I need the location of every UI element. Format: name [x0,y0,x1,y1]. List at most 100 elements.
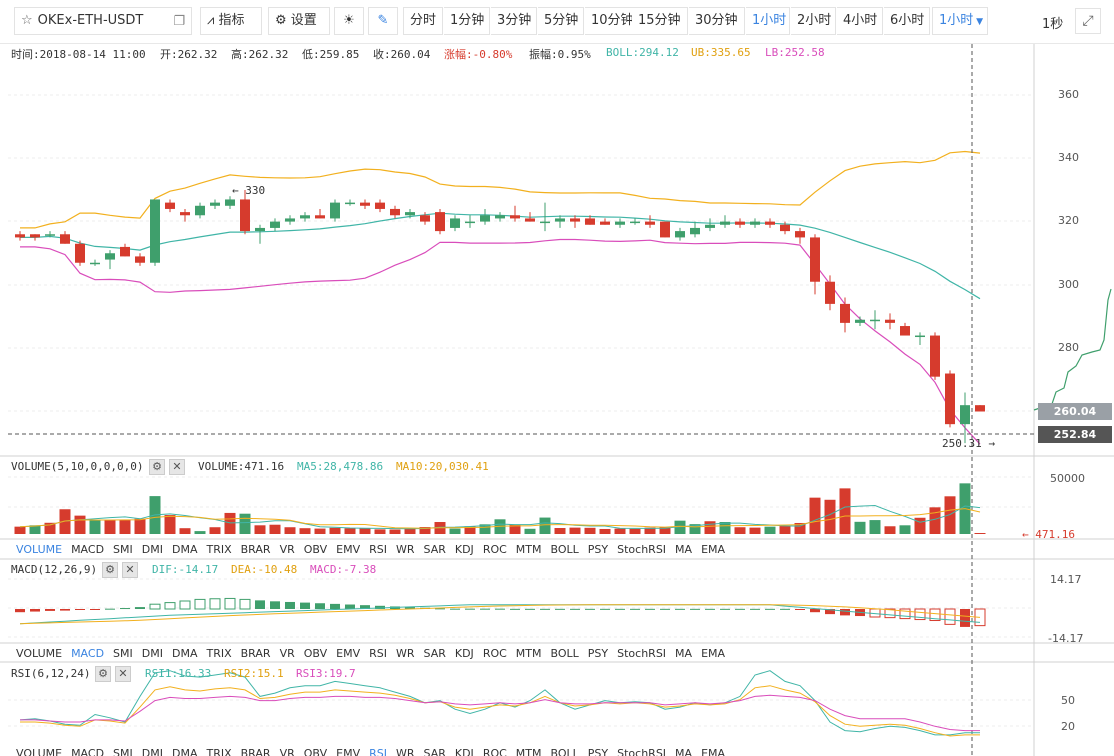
indicator-tab-kdj[interactable]: KDJ [454,747,474,756]
indicator-tab-psy[interactable]: PSY [587,543,609,556]
indicator-tab-psy[interactable]: PSY [587,747,609,756]
indicator-tab-sar[interactable]: SAR [423,647,446,660]
indicator-tab-boll[interactable]: BOLL [550,543,579,556]
timeframe-button-6[interactable]: 30分钟 [689,7,745,35]
timeframe-button-4[interactable]: 10分钟 [585,7,641,35]
indicator-tab-brar[interactable]: BRAR [240,747,271,756]
volume-bar [314,528,326,534]
indicator-tab-ma[interactable]: MA [675,543,693,556]
indicator-tab-boll[interactable]: BOLL [550,647,579,660]
indicator-tab-dma[interactable]: DMA [171,647,198,660]
draw-tool-button[interactable]: ✎ [368,7,398,35]
indicator-tab-psy[interactable]: PSY [587,647,609,660]
macd-bar [15,609,25,613]
indicator-tab-vr[interactable]: VR [279,647,295,660]
indicator-tab-vr[interactable]: VR [279,747,295,756]
candle-body [915,335,925,338]
indicator-tab-wr[interactable]: WR [395,543,415,556]
indicator-tab-smi[interactable]: SMI [113,747,133,756]
volume-close-icon[interactable]: ✕ [169,459,185,475]
indicator-tab-smi[interactable]: SMI [113,543,133,556]
timeframe-button-5[interactable]: 15分钟 [632,7,688,35]
rsi-settings-gear-icon[interactable]: ⚙ [95,666,111,682]
indicator-tab-ema[interactable]: EMA [701,747,726,756]
indicator-tab-stochrsi[interactable]: StochRSI [617,747,667,756]
indicator-tab-volume[interactable]: VOLUME [16,747,63,756]
timeframe-button-8[interactable]: 2小时 [791,7,836,35]
timeframe-button-0[interactable]: 分时 [403,7,443,35]
indicator-tab-trix[interactable]: TRIX [206,747,232,756]
indicator-tab-obv[interactable]: OBV [303,647,328,660]
timeframe-button-3[interactable]: 5分钟 [538,7,584,35]
indicator-tab-rsi[interactable]: RSI [369,747,387,756]
indicator-tab-macd[interactable]: MACD [71,543,105,556]
indicator-tab-kdj[interactable]: KDJ [454,543,474,556]
macd-close-icon[interactable]: ✕ [122,562,138,578]
indicator-tab-boll[interactable]: BOLL [550,747,579,756]
indicator-tab-volume[interactable]: VOLUME [16,543,63,556]
indicator-tab-dmi[interactable]: DMI [141,747,163,756]
indicator-tab-mtm[interactable]: MTM [515,647,542,660]
indicator-tab-vr[interactable]: VR [279,543,295,556]
timeframe-button-1[interactable]: 1分钟 [444,7,490,35]
indicator-tab-macd[interactable]: MACD [71,747,105,756]
indicator-tab-smi[interactable]: SMI [113,647,133,660]
symbol-selector[interactable]: ☆ OKEx-ETH-USDT ❐ [14,7,192,35]
indicator-tab-trix[interactable]: TRIX [206,647,232,660]
indicator-tab-wr[interactable]: WR [395,747,415,756]
indicator-tab-ma[interactable]: MA [675,647,693,660]
indicator-tab-mtm[interactable]: MTM [515,747,542,756]
indicator-tab-emv[interactable]: EMV [336,543,361,556]
indicator-tab-dma[interactable]: DMA [171,543,198,556]
fullscreen-icon[interactable]: ⤢ [1075,8,1101,34]
timeframe-button-7[interactable]: 1小时 [746,7,790,35]
volume-settings-gear-icon[interactable]: ⚙ [149,459,165,475]
candle-body [570,218,580,222]
indicator-tab-roc[interactable]: ROC [482,543,507,556]
indicator-tab-ema[interactable]: EMA [701,543,726,556]
indicator-tab-roc[interactable]: ROC [482,647,507,660]
macd-bar [780,608,790,610]
indicator-tab-emv[interactable]: EMV [336,747,361,756]
macd-settings-gear-icon[interactable]: ⚙ [102,562,118,578]
theme-toggle-button[interactable]: ☀ [334,7,364,35]
indicator-tab-kdj[interactable]: KDJ [454,647,474,660]
macd-bar [239,598,251,610]
indicator-tab-sar[interactable]: SAR [423,747,446,756]
indicator-tab-volume[interactable]: VOLUME [16,647,63,660]
settings-button[interactable]: ⚙ 设置 [268,7,330,35]
indicator-tab-macd[interactable]: MACD [71,647,105,660]
indicator-tab-roc[interactable]: ROC [482,747,507,756]
indicator-tab-stochrsi[interactable]: StochRSI [617,647,667,660]
timeframe-button-2[interactable]: 3分钟 [491,7,537,35]
indicator-tab-dmi[interactable]: DMI [141,647,163,660]
indicator-tab-emv[interactable]: EMV [336,647,361,660]
volume-bar [779,526,791,534]
candle-body [540,221,550,224]
timeframe-button-9[interactable]: 4小时 [837,7,883,35]
star-icon[interactable]: ☆ [21,13,33,28]
indicator-tab-rsi[interactable]: RSI [369,647,387,660]
indicator-tab-sar[interactable]: SAR [423,543,446,556]
indicator-tab-dmi[interactable]: DMI [141,543,163,556]
indicator-tab-ma[interactable]: MA [675,747,693,756]
indicator-tab-stochrsi[interactable]: StochRSI [617,543,667,556]
indicator-tab-obv[interactable]: OBV [303,543,328,556]
indicator-tab-brar[interactable]: BRAR [240,647,271,660]
timeframe-button-10[interactable]: 6小时 [884,7,930,35]
indicator-tab-brar[interactable]: BRAR [240,543,271,556]
indicator-tab-wr[interactable]: WR [395,647,415,660]
window-icon[interactable]: ❐ [173,14,185,29]
indicator-tab-rsi[interactable]: RSI [369,543,387,556]
indicators-button[interactable]: ⩘ 指标 [200,7,262,35]
indicator-tab-obv[interactable]: OBV [303,747,328,756]
volume-ma5: MA5:28,478.86 [297,460,384,473]
indicator-tab-ema[interactable]: EMA [701,647,726,660]
indicator-tab-mtm[interactable]: MTM [515,543,542,556]
macd-bar [630,608,640,610]
indicator-tab-dma[interactable]: DMA [171,747,198,756]
timeframe-dropdown[interactable]: 1小时 ▼ [932,7,988,35]
rsi-close-icon[interactable]: ✕ [115,666,131,682]
indicator-tab-trix[interactable]: TRIX [206,543,232,556]
